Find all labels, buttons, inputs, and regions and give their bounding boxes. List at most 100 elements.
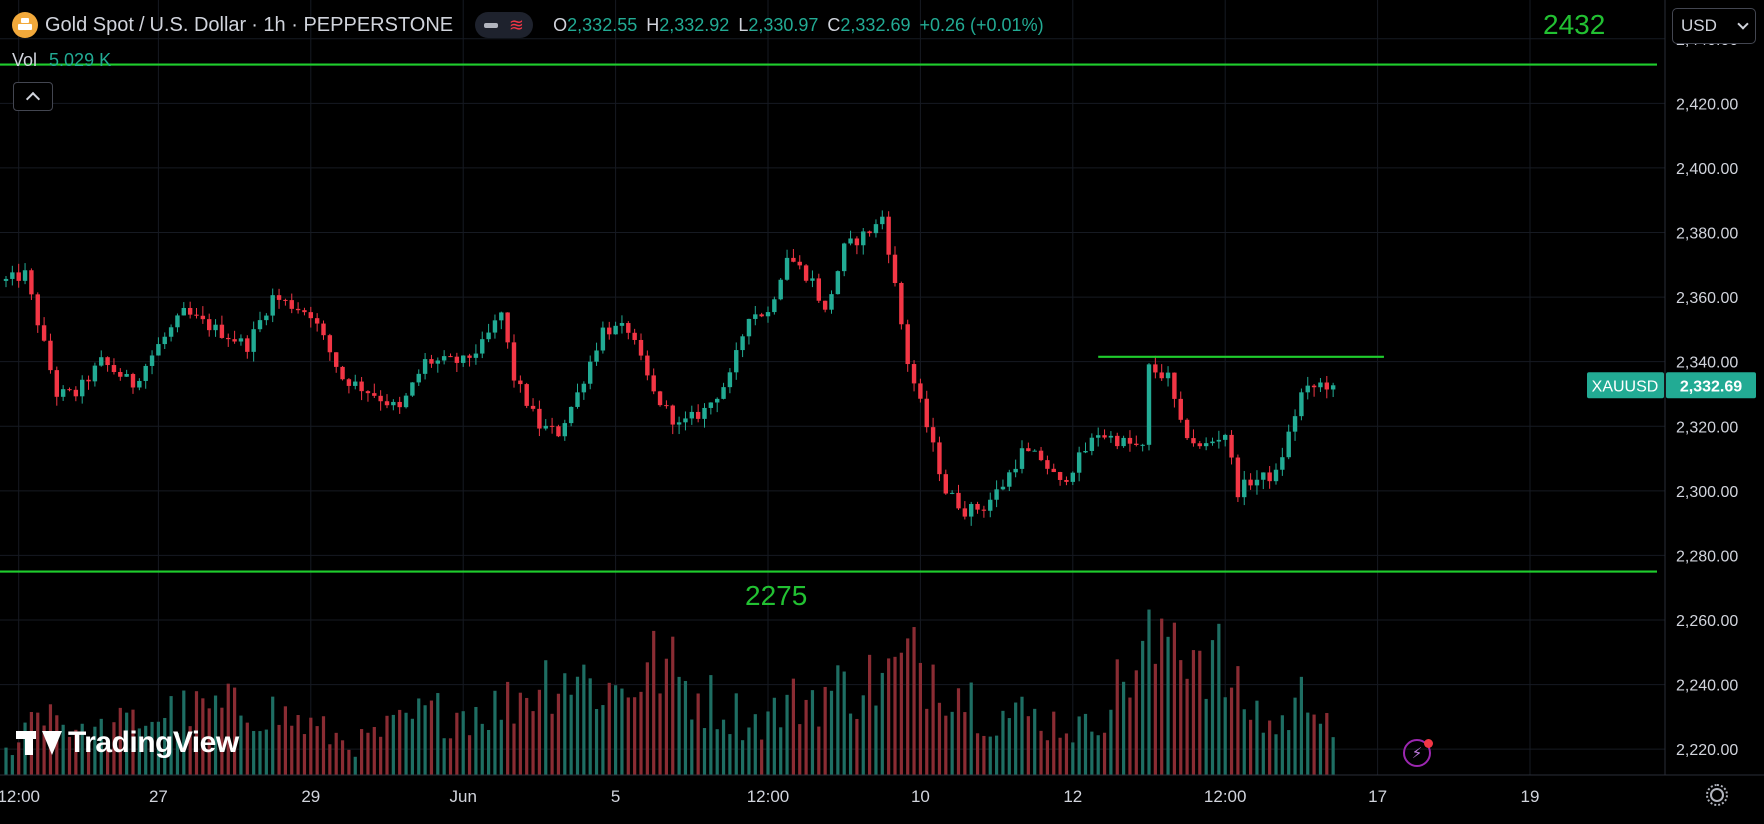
volume-bar [798,724,802,775]
candle-body [1146,364,1152,445]
price-tag-bg [1666,372,1756,399]
annotation-2275[interactable]: 2275 [745,580,807,611]
price-tick-label: 2,280.00 [1676,548,1738,565]
candle-body [340,366,345,380]
candle-body [461,355,466,363]
lightning-icon[interactable]: ⚡ [1403,739,1431,767]
candle-body [803,265,809,281]
volume-bar [918,662,922,775]
volume-bar [1325,713,1329,775]
volume-bar [1293,697,1297,775]
candle-body [899,283,904,325]
volume-bar [461,711,465,775]
candle-body [594,350,599,362]
candle-body [1083,450,1088,453]
volume-bar [887,658,891,775]
volume-bar [518,692,522,775]
annotation-2432[interactable]: 2432 [1543,9,1605,40]
candle-body [232,339,237,342]
volume-bar [410,718,414,775]
price-tick-label: 2,260.00 [1676,613,1738,630]
time-tick-label: 27 [149,787,168,806]
volume-bar [1033,708,1037,775]
volume-bar [220,707,224,775]
candle-body [308,312,313,319]
volume-bar [588,678,592,775]
volume-bar [429,700,434,775]
candle-body [429,359,434,364]
candle-body [92,365,98,382]
candle-body [137,380,142,388]
volume-bar [582,664,586,775]
candle-body [480,339,485,354]
candle-body [378,395,383,402]
candle-body [861,231,866,246]
volume-legend[interactable]: Vol 5.029 K [12,50,111,71]
candle-body [416,373,421,383]
volume-bar [1058,737,1062,775]
ohlc-change: +0.26 (+0.01%) [919,14,1044,35]
volume-bar [804,699,808,775]
time-axis[interactable]: 12:00 27 29 Jun 5 12:00 10 12 12:00 17 19 [0,787,1539,806]
price-axis[interactable]: 2,440.002,420.002,400.002,380.002,360.00… [1676,32,1738,759]
volume-bar [1287,730,1291,775]
volume-bar [696,693,700,775]
candle-body [715,398,720,403]
volume-bar [398,709,402,775]
symbol-title-quote[interactable]: U.S. Dollar [149,13,247,36]
candle-body [626,323,631,333]
price-tick-label: 2,400.00 [1676,161,1738,178]
candle-body [391,401,396,406]
candle-body [29,270,34,295]
candle-body [321,323,326,336]
candle-body [334,352,339,367]
candle-body [1267,472,1272,482]
candle-body [689,411,694,419]
volume-bar [1083,713,1088,775]
volume-bar [575,676,580,775]
candle-body [264,315,269,321]
time-tick-label: 12:00 [1204,787,1247,806]
chevron-up-icon [25,91,41,107]
candle-body [251,329,256,352]
ohlc-high-key: H [646,14,660,35]
candle-body [829,294,834,310]
symbol-legend: Gold Spot / U.S. Dollar · 1h · PEPPERSTO… [12,10,1044,40]
currency-selector[interactable]: USD [1672,8,1756,44]
chart-settings-button[interactable] [1704,782,1730,808]
volume-bar [1306,712,1310,775]
horizontal-lines[interactable]: 2432 2275 [0,9,1657,611]
volume-bar [1299,676,1303,775]
volume-bar [448,738,453,775]
candle-body [1051,468,1056,473]
notification-dot [1424,739,1433,748]
candle-body [772,299,777,313]
candle-body [245,338,250,352]
volume-bar [1045,740,1049,775]
candle-body [695,411,701,419]
volume-bar [480,723,484,775]
volume-bar [855,718,859,775]
tradingview-logo[interactable]: TradingView [16,726,239,760]
volume-bar [379,736,383,775]
volume-bar [982,735,986,775]
candle-body [41,325,47,341]
candle-body [1140,444,1145,446]
candle-body [162,336,167,345]
candle-body [1026,448,1031,452]
indicator-toggle-pill[interactable]: ≋ [475,12,534,38]
volume-bar [1217,623,1221,775]
candle-body [930,427,936,443]
collapse-legend-button[interactable] [13,82,53,111]
symbol-title[interactable]: Gold Spot [45,13,134,36]
price-tag: XAUUSD 2,332.69 [1587,372,1756,399]
volume-bar [10,755,14,775]
candle-body [219,324,225,338]
interval-text[interactable]: · 1h · PEPPERSTONE [251,13,454,36]
volume-bar [1071,742,1075,775]
volume-bar [747,727,751,775]
time-tick-label: Jun [449,787,476,806]
candle-body [842,243,847,272]
